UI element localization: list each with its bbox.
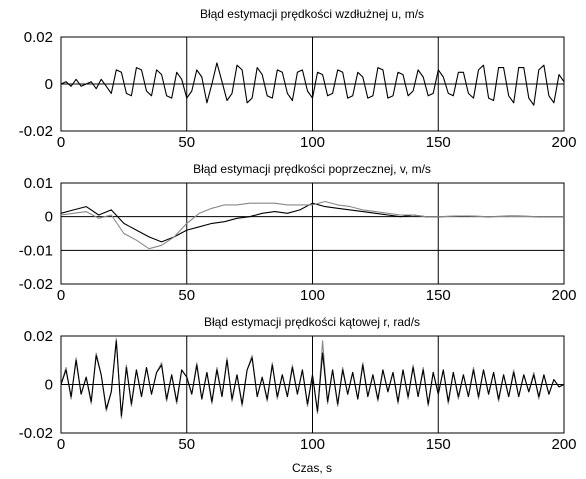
x-tick-label: 200 bbox=[551, 134, 576, 151]
y-tick-label: -0.02 bbox=[19, 276, 53, 293]
x-tick-label: 100 bbox=[300, 287, 325, 304]
y-tick-label: 0.02 bbox=[24, 328, 53, 345]
subplot-v-title: Błąd estymacji prędkości poprzecznej, v,… bbox=[193, 162, 431, 176]
x-tick-label: 150 bbox=[426, 134, 451, 151]
x-tick-label: 0 bbox=[57, 287, 65, 304]
subplot-u: Błąd estymacji prędkości wzdłużnej u, m/… bbox=[19, 7, 577, 151]
y-tick-label: 0 bbox=[45, 377, 53, 394]
y-tick-label: 0 bbox=[45, 76, 53, 93]
x-tick-label: 50 bbox=[178, 134, 195, 151]
subplot-u-title: Błąd estymacji prędkości wzdłużnej u, m/… bbox=[200, 7, 424, 21]
series-line bbox=[60, 62, 565, 106]
y-tick-label: -0.02 bbox=[19, 123, 53, 140]
x-tick-label: 100 bbox=[300, 134, 325, 151]
x-tick-label: 200 bbox=[551, 436, 576, 453]
x-tick-label: 200 bbox=[551, 287, 576, 304]
subplot-r-title: Błąd estymacji prędkości kątowej r, rad/… bbox=[204, 315, 420, 329]
x-axis-label: Czas, s bbox=[292, 461, 332, 475]
x-tick-label: 50 bbox=[178, 287, 195, 304]
series-line bbox=[60, 200, 564, 250]
subplot-v: Błąd estymacji prędkości poprzecznej, v,… bbox=[19, 162, 577, 304]
x-tick-label: 150 bbox=[426, 287, 451, 304]
subplot-r: Błąd estymacji prędkości kątowej r, rad/… bbox=[19, 315, 577, 475]
series-line bbox=[60, 340, 565, 417]
x-tick-label: 0 bbox=[57, 436, 65, 453]
y-tick-label: -0.01 bbox=[19, 242, 53, 259]
x-tick-label: 0 bbox=[57, 134, 65, 151]
x-tick-label: 50 bbox=[178, 436, 195, 453]
y-tick-label: 0.02 bbox=[24, 29, 53, 46]
y-tick-label: -0.02 bbox=[19, 425, 53, 442]
x-tick-label: 150 bbox=[426, 436, 451, 453]
y-tick-label: 0 bbox=[45, 209, 53, 226]
x-tick-label: 100 bbox=[300, 436, 325, 453]
y-tick-label: 0.01 bbox=[24, 175, 53, 192]
